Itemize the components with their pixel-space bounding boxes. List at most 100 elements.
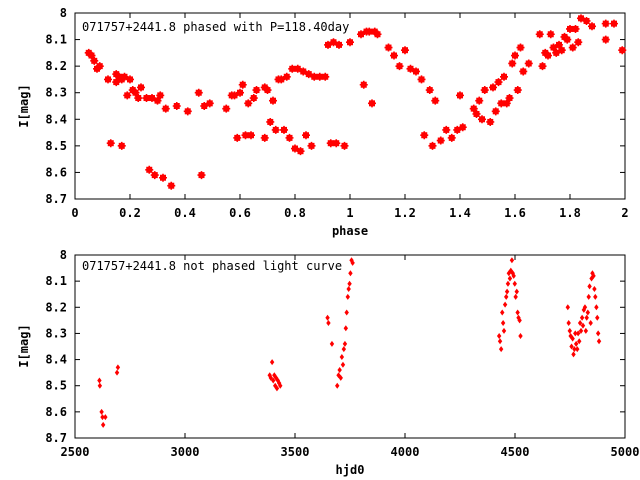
data-point <box>538 62 547 71</box>
data-point <box>395 62 404 71</box>
data-point <box>595 314 600 321</box>
data-point <box>565 304 570 311</box>
data-point <box>567 327 572 334</box>
data-point <box>236 88 244 97</box>
data-point <box>412 67 420 76</box>
data-point <box>480 86 489 95</box>
data-point <box>425 86 434 95</box>
x-tick-label: 5000 <box>611 445 640 459</box>
data-point <box>442 125 451 134</box>
data-point <box>596 338 602 345</box>
data-point <box>509 257 515 264</box>
phased-light-curve-chart: 071757+2441.8 phased with P=118.40day ph… <box>17 6 629 238</box>
x-tick-label: 1.8 <box>559 206 581 220</box>
data-point <box>332 139 341 148</box>
data-point <box>285 133 294 142</box>
data-point <box>588 22 596 31</box>
data-point <box>513 293 518 300</box>
axis-ticks: 0 0.2 0.4 0.6 0.8 1 1.2 1.4 1.6 1.8 2 8 8.1 8.2 8.3 8.4… <box>45 6 628 220</box>
y-tick-label: 8.2 <box>45 300 67 314</box>
data-point <box>321 72 330 81</box>
data-point <box>583 327 589 334</box>
data-point <box>260 133 269 142</box>
data-point <box>587 283 592 290</box>
data-point <box>100 421 106 428</box>
data-point <box>335 40 343 49</box>
x-tick-label: 1.6 <box>504 206 526 220</box>
data-point <box>504 288 510 295</box>
data-point <box>511 272 516 279</box>
data-point <box>580 322 586 329</box>
data-point <box>302 131 310 140</box>
data-point <box>456 91 464 100</box>
data-point <box>126 75 134 84</box>
data-point <box>339 353 345 360</box>
data-point <box>496 333 502 340</box>
data-point <box>95 62 104 71</box>
data-point <box>117 141 126 150</box>
data-point <box>263 86 272 95</box>
data-point <box>271 377 276 384</box>
y-axis-label: I[mag] <box>17 324 31 367</box>
data-point <box>326 319 331 326</box>
data-point <box>514 288 519 295</box>
data-point <box>244 99 253 108</box>
data-point <box>194 88 203 97</box>
data-point <box>134 94 143 103</box>
x-tick-label: 1 <box>346 206 353 220</box>
data-point <box>159 173 167 182</box>
data-point <box>563 35 572 44</box>
data-point <box>512 280 517 287</box>
chart-title: 071757+2441.8 phased with P=118.40day <box>82 20 349 34</box>
data-point <box>475 96 484 105</box>
data-point <box>359 80 368 89</box>
data-point <box>494 78 503 87</box>
y-tick-label: 8.5 <box>45 139 67 153</box>
x-tick-label: 0 <box>71 206 78 220</box>
data-point <box>575 346 580 353</box>
data-point <box>346 38 354 47</box>
data-point <box>269 359 275 366</box>
data-point <box>508 59 517 68</box>
data-point <box>571 24 580 33</box>
y-tick-label: 8.4 <box>45 112 67 126</box>
data-point <box>498 346 504 353</box>
chart-title: 071757+2441.8 not phased light curve <box>82 259 342 273</box>
data-point <box>568 333 573 340</box>
data-point <box>373 30 382 39</box>
data-point <box>97 382 103 389</box>
unphased-light-curve-chart: 071757+2441.8 not phased light curve hjd… <box>17 248 639 477</box>
data-point <box>501 327 507 334</box>
data-point <box>401 46 409 55</box>
data-point <box>137 83 145 92</box>
data-point <box>546 30 555 39</box>
data-point <box>458 123 467 132</box>
data-point <box>307 141 316 150</box>
data-point <box>104 75 112 84</box>
data-point <box>573 340 579 347</box>
data-point <box>524 59 533 68</box>
data-point <box>271 125 280 134</box>
data-point <box>572 346 577 353</box>
y-tick-label: 8.1 <box>45 274 67 288</box>
data-point <box>486 117 495 126</box>
data-point <box>417 75 426 84</box>
data-point <box>420 131 429 140</box>
data-point <box>568 43 577 52</box>
data-point <box>579 314 585 321</box>
data-point <box>595 330 601 337</box>
data-point <box>97 377 102 384</box>
data-point <box>557 46 566 55</box>
data-point <box>172 102 181 110</box>
data-point <box>106 139 115 148</box>
y-tick-label: 8 <box>60 248 67 262</box>
data-point <box>578 327 584 334</box>
data-point <box>519 67 528 76</box>
y-tick-label: 8.7 <box>45 431 67 445</box>
data-point <box>335 382 340 389</box>
data-points <box>97 257 602 428</box>
data-point <box>114 369 120 376</box>
data-point <box>348 270 353 277</box>
data-point <box>472 109 481 118</box>
